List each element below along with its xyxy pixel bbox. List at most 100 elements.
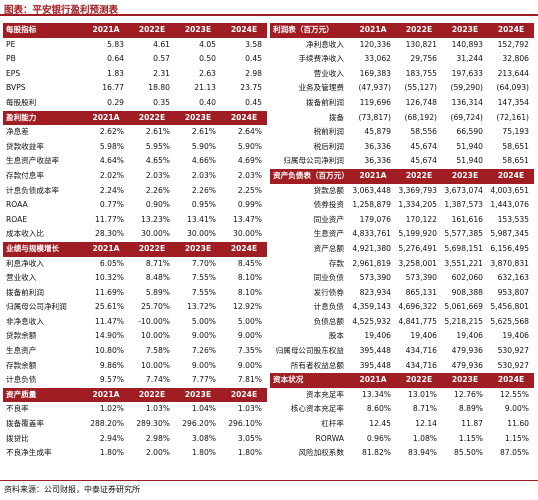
cell-value: 0.64	[107, 54, 124, 64]
cell-value: 434,716	[405, 360, 437, 370]
cell-value: 0.45	[245, 54, 262, 64]
table-row: 业务及管理费 (47,937) (55,127) (59,290) (64,093)	[270, 81, 534, 96]
cell-value: 147,354	[497, 97, 529, 107]
row-label: 拨备	[328, 112, 344, 122]
cell-value: 18.80	[148, 83, 170, 93]
column-header: 2024E	[488, 373, 534, 388]
cell-value: 7.74%	[145, 375, 170, 385]
column-header: 2022E	[129, 387, 175, 403]
cell-value: 9.00%	[191, 331, 216, 341]
table-row: PE 5.83 4.61 4.05 3.58	[3, 38, 267, 53]
cell-value: 11.60	[507, 419, 529, 429]
row-label: 贷款总额	[313, 185, 344, 195]
cell-value: 11.47%	[95, 316, 124, 326]
section-header: 资本状况 2021A 2022E 2023E 2024E	[270, 373, 534, 388]
cell-value: 5.90%	[237, 141, 262, 151]
row-label: 贷款收益率	[6, 141, 44, 151]
cell-value: 5.89%	[145, 287, 170, 297]
cell-value: 5,218,215	[444, 316, 483, 326]
row-label: 生息资产	[6, 346, 37, 356]
row-label: ROAE	[6, 214, 28, 224]
cell-value: 2.26%	[191, 185, 216, 195]
cell-value: 9.00%	[237, 360, 262, 370]
cell-value: 19,406	[456, 331, 483, 341]
cell-value: 4,921,380	[352, 243, 391, 253]
cell-value: 2.94%	[99, 433, 124, 443]
cell-value: 13.47%	[233, 214, 262, 224]
cell-value: 632,163	[497, 273, 529, 283]
table-row: 债券投资 1,258,879 1,334,205 1,387,573 1,443,076	[270, 198, 534, 213]
cell-value: 2.63	[199, 68, 216, 78]
cell-value: 1,334,205	[398, 200, 437, 210]
table-row: 存款 2,961,819 3,258,001 3,551,221 3,870,831	[270, 257, 534, 272]
cell-value: 152,792	[497, 39, 529, 49]
cell-value: 120,336	[359, 39, 391, 49]
cell-value: 8.45%	[237, 258, 262, 268]
cell-value: 5.98%	[99, 141, 124, 151]
cell-value: 8.89%	[458, 404, 483, 414]
cell-value: 14.90%	[95, 331, 124, 341]
cell-value: 1.03%	[145, 404, 170, 414]
table-row: RORWA 0.96% 1.08% 1.15% 1.15%	[270, 432, 534, 447]
source-note: 资料来源：公司财报，中泰证券研究所	[4, 485, 140, 494]
table-row: BVPS 16.77 18.80 21.13 23.75	[3, 81, 267, 96]
cell-value: 5,456,801	[490, 302, 529, 312]
table-row: 归属母公司股东权益 395,448 434,716 479,936 530,927	[270, 344, 534, 359]
row-label: 存款	[328, 258, 344, 268]
cell-value: 2.24%	[99, 185, 124, 195]
cell-value: 10.80%	[95, 346, 124, 356]
cell-value: 51,940	[456, 156, 483, 166]
cell-value: 2,961,819	[352, 258, 391, 268]
cell-value: 179,076	[359, 214, 391, 224]
cell-value: 6.05%	[99, 258, 124, 268]
cell-value: 3,369,793	[398, 185, 437, 195]
row-label: 资产总额	[313, 243, 344, 253]
left-panel: 每股指标 2021A 2022E 2023E 2024E PE 5.83 4.61 4.05 3.…	[3, 23, 267, 461]
row-label: 税前利润	[313, 127, 344, 137]
cell-value: 3.05%	[237, 433, 262, 443]
cell-value: 3,258,001	[398, 258, 437, 268]
cell-value: 7.81%	[237, 375, 262, 385]
cell-value: 12.14	[415, 419, 437, 429]
cell-value: 1.80%	[99, 448, 124, 458]
cell-value: 140,893	[451, 39, 483, 49]
cell-value: 136,314	[451, 97, 483, 107]
table-row: 贷款收益率 5.98% 5.95% 5.90% 5.90%	[3, 140, 267, 155]
cell-value: 4.64%	[99, 156, 124, 166]
cell-value: 11.69%	[95, 287, 124, 297]
row-label: 存款付息率	[6, 170, 44, 180]
row-label: BVPS	[6, 83, 26, 93]
cell-value: 2.03%	[237, 170, 262, 180]
cell-value: 4.61	[153, 39, 170, 49]
cell-value: -10.00%	[138, 316, 170, 326]
cell-value: 5.00%	[191, 316, 216, 326]
cell-value: 9.00%	[237, 331, 262, 341]
row-label: 每股股利	[6, 97, 37, 107]
cell-value: 3.58	[245, 39, 262, 49]
cell-value: 7.26%	[191, 346, 216, 356]
cell-value: 289.30%	[136, 419, 170, 429]
row-label: 成本收入比	[6, 229, 44, 239]
section-title: 资产质量	[3, 387, 83, 403]
row-label: 归属母公司净利润	[283, 156, 344, 166]
row-label: 营业收入	[6, 273, 37, 283]
row-label: 手续费净收入	[298, 54, 344, 64]
section-header: 利润表（百万元） 2021A 2022E 2023E 2024E	[270, 23, 534, 38]
cell-value: 0.77%	[99, 200, 124, 210]
cell-value: 13.72%	[187, 302, 216, 312]
cell-value: 5,577,385	[444, 229, 483, 239]
row-label: 贷款余额	[6, 331, 37, 341]
row-label: EPS	[6, 68, 21, 78]
cell-value: 1.83	[107, 68, 124, 78]
cell-value: 119,696	[359, 97, 391, 107]
row-label: 计息负债成本率	[6, 185, 60, 195]
cell-value: 953,807	[497, 287, 529, 297]
column-header: 2021A	[83, 387, 129, 403]
cell-value: 7.35%	[237, 346, 262, 356]
column-header: 2022E	[129, 23, 175, 38]
row-label: 非净息收入	[6, 316, 44, 326]
cell-value: 30.00%	[233, 229, 262, 239]
cell-value: 13.01%	[408, 389, 437, 399]
table-row: 发行债券 823,934 865,131 908,388 953,807	[270, 286, 534, 301]
cell-value: 13.23%	[141, 214, 170, 224]
